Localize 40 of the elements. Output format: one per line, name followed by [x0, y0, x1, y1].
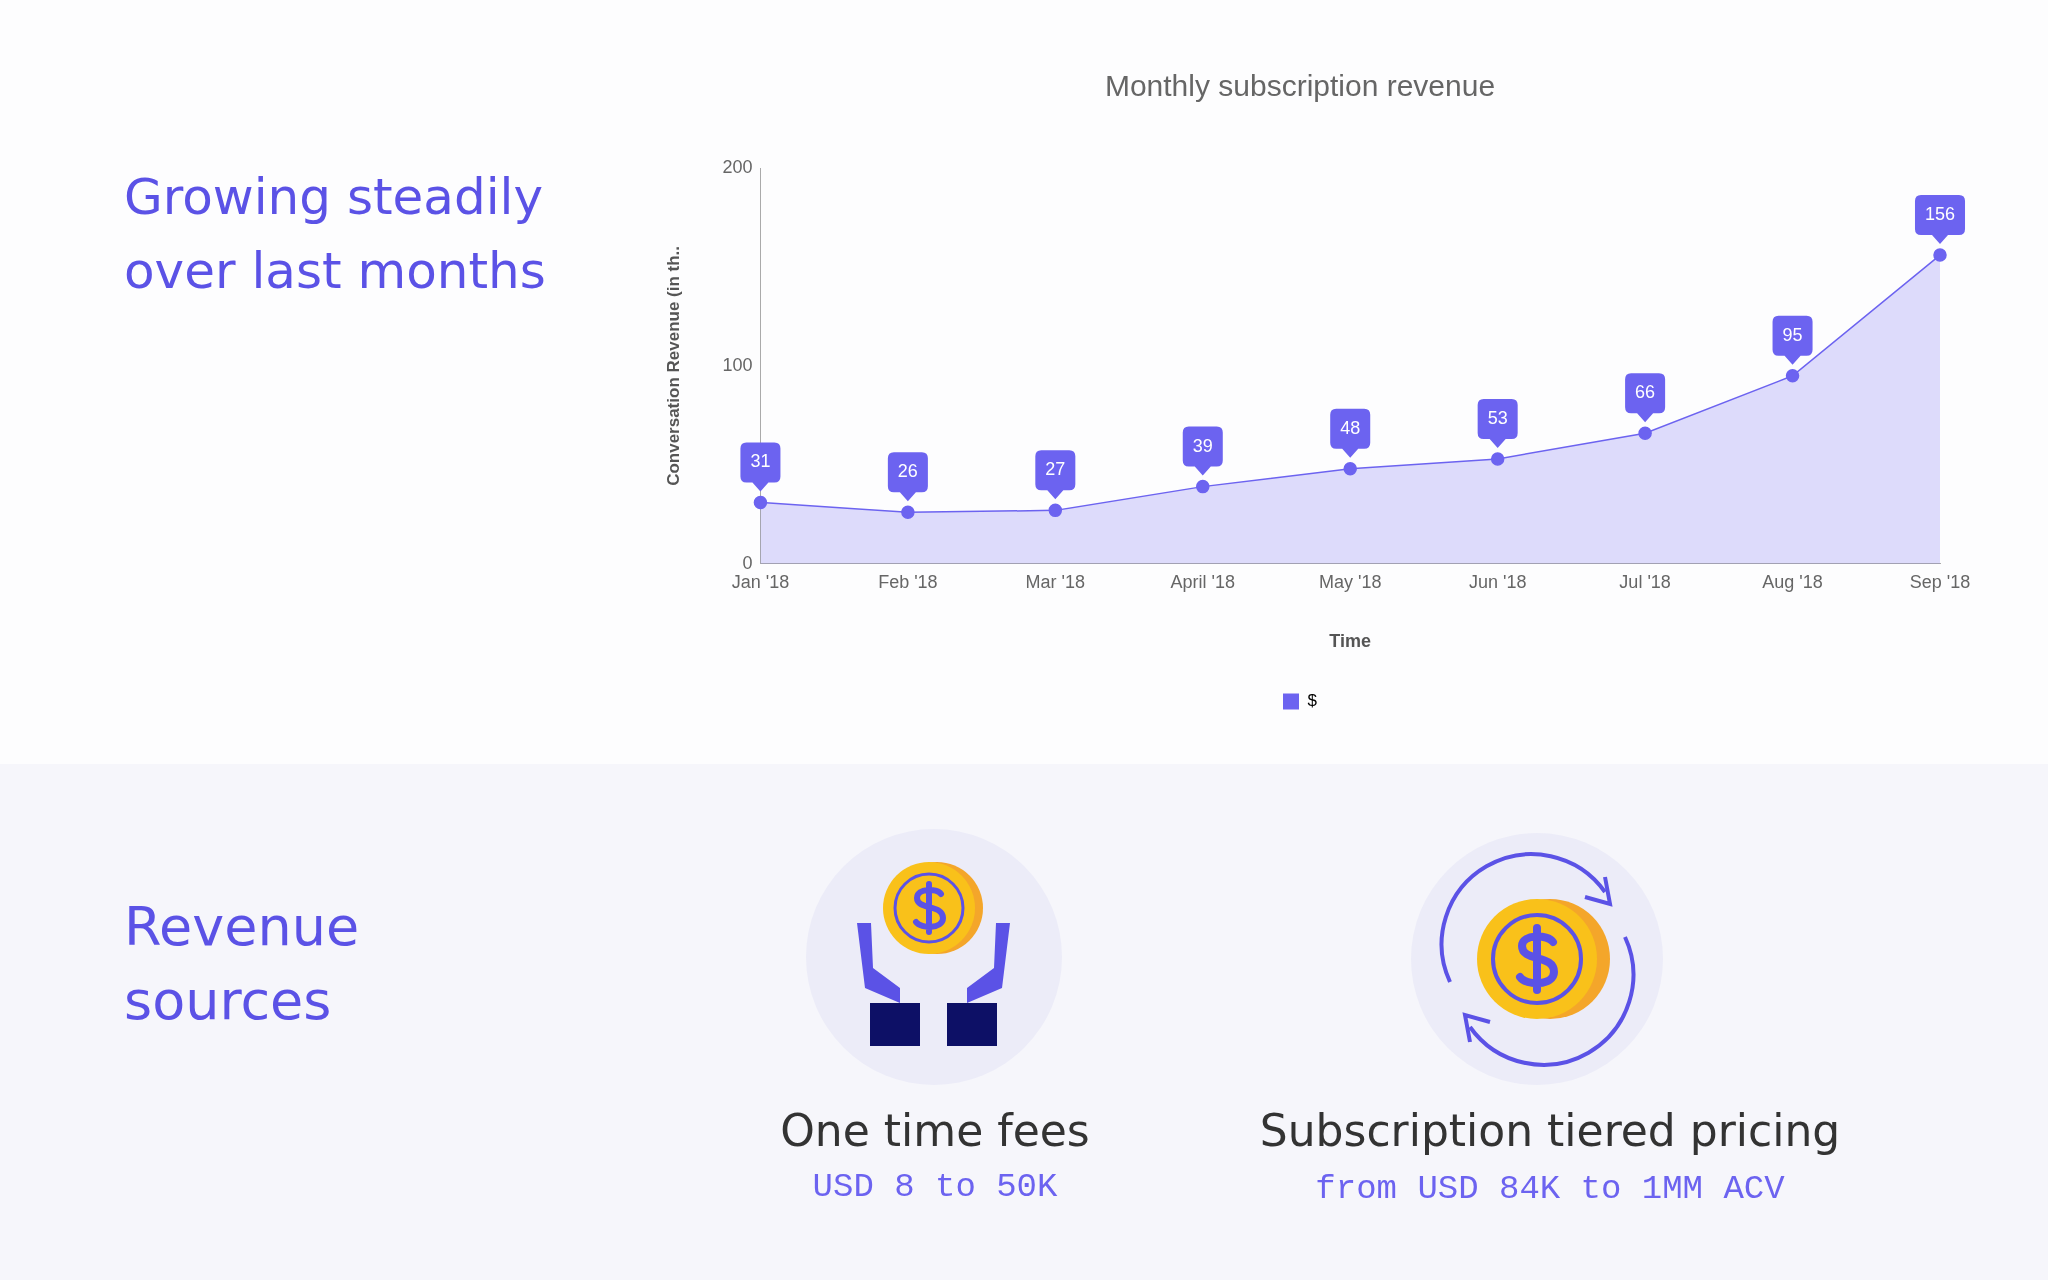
x-tick-label: April '18 — [1170, 571, 1235, 592]
data-label: 66 — [1635, 382, 1656, 403]
text: Revenue sources — [124, 894, 361, 1034]
y-tick-label: 100 — [722, 354, 753, 375]
x-tick-label: Mar '18 — [1025, 571, 1086, 592]
point — [1490, 452, 1505, 466]
data-label: 31 — [750, 451, 771, 472]
data-label: 39 — [1192, 435, 1213, 456]
chart-title: Monthly subscription revenue — [1104, 69, 1496, 103]
data-label: 156 — [1924, 204, 1956, 225]
point — [1785, 369, 1800, 383]
x-tick-label: Jan '18 — [731, 571, 790, 592]
x-tick-label: Jul '18 — [1619, 571, 1671, 592]
text: Growing steadily over last months — [124, 167, 547, 302]
x-axis-title: Time — [1329, 631, 1372, 652]
data-label: 26 — [897, 461, 918, 482]
point — [1933, 248, 1947, 262]
point — [901, 505, 915, 520]
x-tick-label: Aug '18 — [1762, 571, 1823, 592]
data-label: 95 — [1782, 324, 1803, 345]
x-tick-label: May '18 — [1318, 571, 1382, 592]
text: from USD 84K to 1MM ACV — [1314, 1170, 1786, 1208]
data-label: 27 — [1045, 459, 1066, 480]
point — [1196, 479, 1210, 494]
point — [753, 495, 768, 510]
y-tick-label: 0 — [742, 552, 753, 573]
legend-label: $ — [1307, 691, 1318, 711]
y-tick-label: 200 — [722, 156, 753, 177]
data-label: 48 — [1340, 417, 1361, 438]
point — [1638, 426, 1652, 440]
x-tick-label: Jun '18 — [1468, 571, 1527, 592]
point — [1343, 462, 1357, 476]
x-tick-label: Feb '18 — [878, 571, 938, 592]
data-label: 53 — [1487, 407, 1508, 428]
text: USD 8 to 50K — [811, 1168, 1059, 1206]
text: One time fees — [779, 1105, 1091, 1156]
point — [1048, 503, 1063, 518]
x-tick-label: Sep '18 — [1909, 571, 1971, 592]
text: Subscription tiered pricing — [1258, 1105, 1842, 1156]
y-axis-title: Conversation Revenue (in th.. — [663, 245, 683, 486]
